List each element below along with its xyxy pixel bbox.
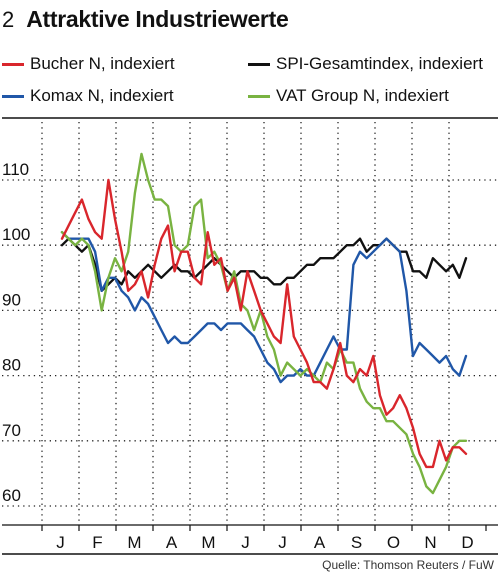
- legend-label: Bucher N, indexiert: [30, 54, 175, 73]
- series-line-vat-group-n: [60, 152, 468, 495]
- series-line-komax-n: [60, 230, 468, 384]
- x-tick-label: N: [424, 533, 436, 552]
- legend-swatch: [248, 62, 270, 66]
- x-tick-label: D: [461, 533, 473, 552]
- x-tick-label: A: [166, 533, 178, 552]
- y-tick-label: 80: [2, 356, 21, 375]
- chart-number: 2: [2, 7, 15, 32]
- y-tick-label: 110: [2, 160, 29, 179]
- y-tick-label: 100: [2, 225, 30, 244]
- legend-label: Komax N, indexiert: [30, 86, 174, 105]
- chart-header: 2 Attraktive Industriewerte: [0, 6, 289, 36]
- y-tick-label: 90: [2, 290, 21, 309]
- x-tick-label: J: [278, 533, 287, 552]
- x-tick-label: O: [387, 533, 400, 552]
- legend-item-spi: SPI-Gesamtindex, indexiert: [248, 54, 483, 74]
- chart-legend: Bucher N, indexiert SPI-Gesamtindex, ind…: [0, 52, 500, 116]
- x-tick-label: M: [127, 533, 141, 552]
- source-note: Quelle: Thomson Reuters / FuW: [322, 558, 494, 572]
- series-line-bucher-n: [60, 178, 468, 469]
- x-tick-label: J: [56, 533, 65, 552]
- legend-swatch: [2, 62, 24, 66]
- legend-label: VAT Group N, indexiert: [276, 86, 449, 105]
- x-tick-label: J: [241, 533, 250, 552]
- legend-item-komax: Komax N, indexiert: [2, 86, 174, 106]
- x-tick-label: A: [314, 533, 326, 552]
- legend-swatch: [248, 94, 270, 98]
- x-tick-label: F: [92, 533, 102, 552]
- x-tick-label: M: [201, 533, 215, 552]
- legend-item-vat: VAT Group N, indexiert: [248, 86, 449, 106]
- chart-title: Attraktive Industriewerte: [26, 6, 289, 32]
- y-tick-label: 60: [2, 486, 21, 505]
- y-tick-label: 70: [2, 421, 21, 440]
- x-tick-label: S: [351, 533, 362, 552]
- legend-item-bucher: Bucher N, indexiert: [2, 54, 175, 74]
- legend-swatch: [2, 94, 24, 98]
- legend-label: SPI-Gesamtindex, indexiert: [276, 54, 483, 73]
